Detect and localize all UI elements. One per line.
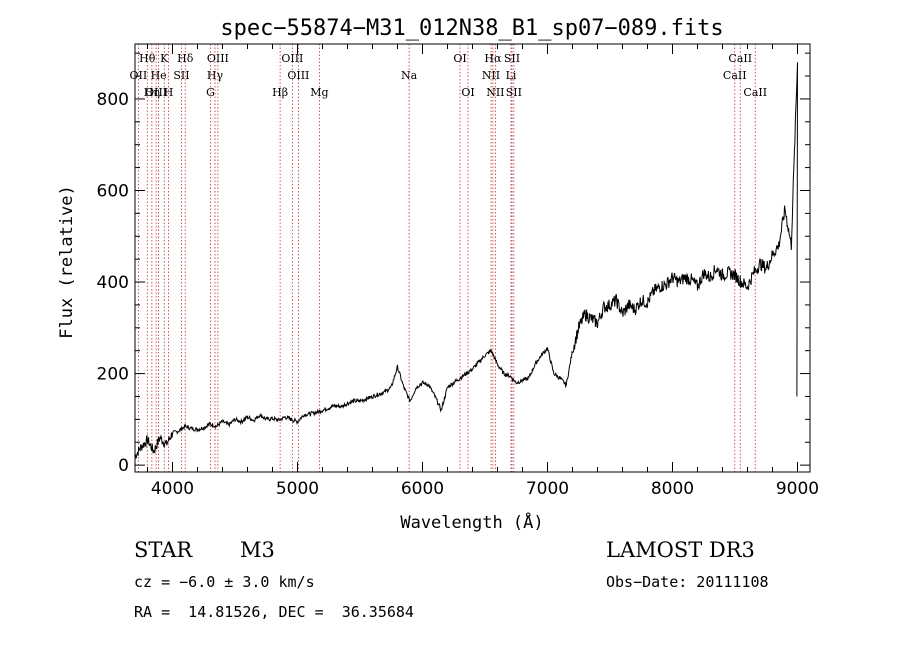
emission-line-label: OI xyxy=(461,86,474,99)
x-axis-ticks: 4000 5000 6000 7000 8000 9000 xyxy=(147,44,819,499)
emission-line-label: OIII xyxy=(281,52,303,65)
x-axis-label: Wavelength (Å) xyxy=(400,511,543,533)
chart-title: spec−55874−M31_012N38_B1_sp07−089.fits xyxy=(220,16,723,41)
x-tick-label: 8000 xyxy=(651,479,694,499)
y-tick-label: 400 xyxy=(97,273,129,293)
flux-series-line xyxy=(134,62,798,459)
emission-line-label: OIII xyxy=(207,52,229,65)
emission-line-label: Li xyxy=(506,69,517,82)
x-tick-label: 6000 xyxy=(401,479,444,499)
emission-line-label: SII xyxy=(506,86,522,99)
emission-line-label: Hθ xyxy=(139,52,156,65)
y-tick-label: 600 xyxy=(97,181,129,201)
x-tick-label: 5000 xyxy=(276,479,319,499)
survey-name: LAMOST DR3 xyxy=(606,538,755,562)
emission-line-label: SII xyxy=(173,69,189,82)
emission-line-label: NII xyxy=(482,69,500,82)
emission-line-label: K xyxy=(160,52,169,65)
emission-line-label: G xyxy=(206,86,215,99)
emission-line-label: H xyxy=(164,86,174,99)
y-axis-label: Flux (relative) xyxy=(57,185,77,339)
y-tick-label: 0 xyxy=(118,456,129,476)
emission-line-label: CaII xyxy=(728,52,752,65)
y-tick-label: 200 xyxy=(97,365,129,385)
emission-line-label: Hδ xyxy=(177,52,194,65)
emission-line-label: OIII xyxy=(287,69,309,82)
object-subclass: M3 xyxy=(240,538,275,562)
emission-line-label: SII xyxy=(504,52,520,65)
coordinates: RA = 14.81526, DEC = 36.35684 xyxy=(134,603,414,621)
emission-line-label: Hα xyxy=(484,52,502,65)
emission-line-label: CaII xyxy=(743,86,767,99)
y-tick-label: 800 xyxy=(97,90,129,110)
emission-line-label: Na xyxy=(401,69,418,82)
observation-date: Obs−Date: 20111108 xyxy=(606,573,769,591)
object-class: STAR xyxy=(134,538,193,562)
emission-line-label: He xyxy=(151,69,167,82)
emission-line-label: OIII xyxy=(145,86,167,99)
plot-frame xyxy=(134,43,811,473)
emission-line-label: NII xyxy=(486,86,504,99)
y-axis-ticks: 0 200 400 600 800 xyxy=(97,52,810,476)
emission-line-label: Hβ xyxy=(272,86,288,99)
x-tick-label: 7000 xyxy=(526,479,569,499)
emission-line-label: Mg xyxy=(310,86,328,99)
x-tick-label: 4000 xyxy=(151,479,194,499)
emission-line-label: Hγ xyxy=(207,69,224,82)
emission-line-label: OI xyxy=(453,52,466,65)
redshift-cz: cz = −6.0 ± 3.0 km/s xyxy=(134,573,315,591)
emission-line-label: CaII xyxy=(723,69,747,82)
x-tick-label: 9000 xyxy=(776,479,819,499)
emission-line-label: OII xyxy=(130,69,148,82)
emission-line-label: Hη xyxy=(144,86,160,99)
emission-line-markers xyxy=(137,44,756,472)
